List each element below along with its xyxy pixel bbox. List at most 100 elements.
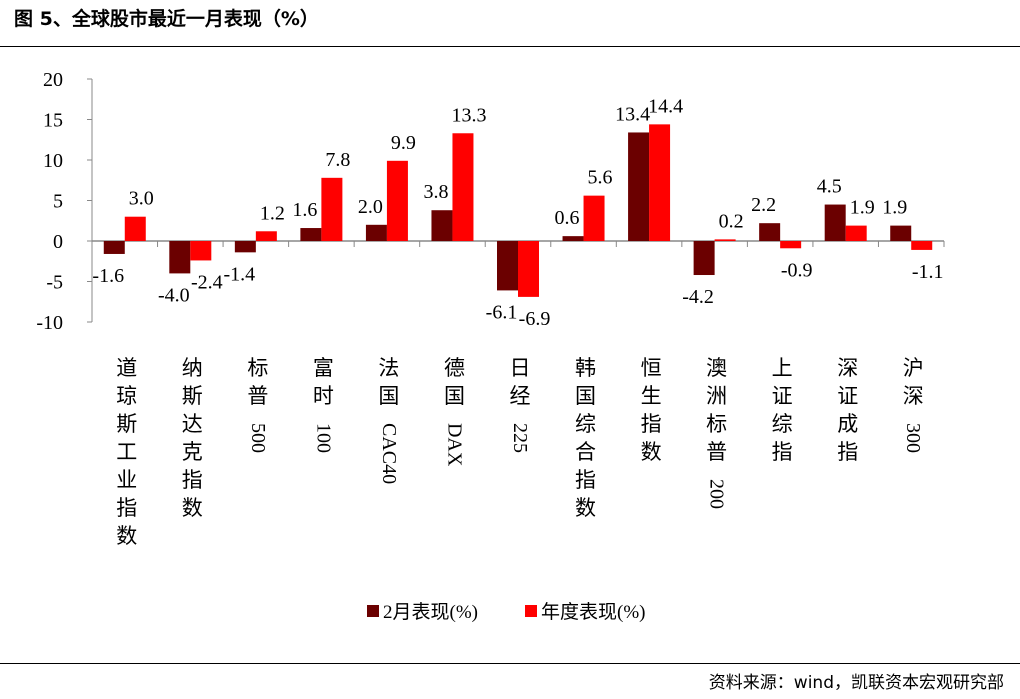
category-label-char: 德	[444, 356, 465, 380]
data-labels: -1.6 3.0 -4.0-2.4 -1.4 1.2 1.6 7.8 2.0 9.9 3.8 13.…	[92, 95, 943, 330]
category-label-char: 日	[510, 356, 531, 380]
category-label-run: 200	[706, 479, 728, 509]
bar-ytd	[518, 241, 539, 297]
category-label-char: 数	[641, 440, 662, 464]
data-label: 1.6	[292, 199, 317, 221]
category-label-char: 斯	[182, 384, 203, 408]
data-label: 13.3	[451, 104, 486, 126]
category-label-char: 业	[116, 468, 137, 492]
category-label-char: 工	[116, 440, 137, 464]
bar-ytd	[649, 124, 671, 241]
category-label-run: 300	[902, 423, 924, 453]
bar-ytd	[714, 239, 736, 241]
data-label: 3.0	[129, 188, 154, 210]
category-label-char: 证	[837, 384, 858, 408]
category-label-run: 100	[312, 423, 334, 453]
data-label: 0.6	[555, 207, 580, 229]
bar-ytd	[452, 133, 474, 241]
bar-feb	[169, 241, 191, 274]
category-label-char: 普	[706, 440, 727, 464]
bar-feb	[497, 241, 518, 291]
category-label-char: 恒	[641, 356, 662, 380]
data-label: 4.5	[817, 176, 842, 198]
category-label-char: 数	[575, 496, 596, 520]
bar-feb	[103, 241, 125, 254]
category-label-char: 斯	[116, 412, 137, 436]
data-label: -4.0	[158, 284, 190, 306]
category-label-char: 证	[772, 384, 793, 408]
data-label: 9.9	[391, 132, 416, 154]
data-label: 3.8	[423, 181, 448, 203]
category-label-char: 数	[182, 496, 203, 520]
category-label-char: 指	[837, 440, 858, 464]
category-label-char: 达	[182, 412, 203, 436]
category-label-char: 国	[444, 384, 465, 408]
category-label-char: 合	[575, 440, 596, 464]
category-label-char: 指	[575, 468, 596, 492]
category-label-char: 沪	[903, 356, 924, 380]
bar-feb	[628, 132, 650, 241]
legend-swatch	[367, 605, 379, 617]
bars	[103, 124, 933, 297]
legend-swatch	[525, 605, 537, 617]
category-label-char: 韩	[575, 356, 596, 380]
bar-ytd	[911, 241, 933, 250]
source-rule	[0, 663, 1020, 664]
category-label-char: 时	[313, 384, 334, 408]
data-label: -6.1	[486, 301, 518, 323]
chart-title: 图 5、全球股市最近一月表现（%）	[14, 8, 319, 30]
category-label-char: 纳	[182, 356, 203, 380]
bar-ytd	[255, 231, 277, 241]
data-label: 13.4	[615, 103, 650, 125]
bar-feb	[300, 228, 322, 241]
bar-feb	[234, 241, 256, 253]
category-label-run: 225	[509, 423, 531, 453]
bar-ytd	[190, 241, 212, 261]
category-label-char: 成	[837, 412, 858, 436]
category-label-char: 标	[706, 412, 727, 436]
data-label: 1.9	[850, 197, 875, 219]
category-label-char: 普	[247, 384, 268, 408]
category-label-char: 指	[641, 412, 662, 436]
title-rule	[0, 46, 1020, 47]
category-label-char: 上	[772, 356, 793, 380]
y-tick-label: 5	[53, 191, 63, 213]
category-label-run: CAC40	[378, 423, 400, 484]
y-tick-label: -10	[36, 312, 63, 334]
data-label: -0.9	[781, 259, 813, 281]
category-label-char: 琼	[116, 384, 137, 408]
bar-feb	[890, 225, 912, 241]
category-label: 沪深 300	[902, 356, 924, 453]
x-axis-labels: 道琼斯工业指数纳斯达克指数标普500富时100法国CAC40德国DAX日经225…	[116, 356, 924, 548]
bar-ytd	[583, 195, 605, 241]
category-label-run: 500	[247, 423, 269, 453]
category-label-char: 标	[247, 356, 268, 380]
category-label: 标普 500	[247, 356, 269, 453]
category-label: 富时 100	[312, 356, 334, 453]
data-label: 7.8	[325, 149, 350, 171]
data-label: 1.2	[260, 202, 285, 224]
bar-feb	[824, 204, 846, 241]
category-label-run: DAX	[443, 423, 465, 467]
data-label: -1.1	[912, 261, 944, 283]
y-tick-label: -5	[46, 272, 63, 294]
bar-ytd	[321, 177, 343, 241]
category-label-char: 克	[182, 440, 203, 464]
category-label-char: 洲	[706, 384, 727, 408]
category-label-char: 指	[116, 496, 137, 520]
data-label: -4.2	[682, 286, 714, 308]
bar-feb	[759, 223, 781, 241]
category-label-char: 法	[378, 356, 399, 380]
data-label: 5.6	[588, 167, 613, 189]
category-label-char: 数	[116, 524, 137, 548]
bar-feb	[562, 236, 584, 241]
category-label-char: 深	[837, 356, 858, 380]
y-tick-label: 10	[43, 150, 63, 172]
